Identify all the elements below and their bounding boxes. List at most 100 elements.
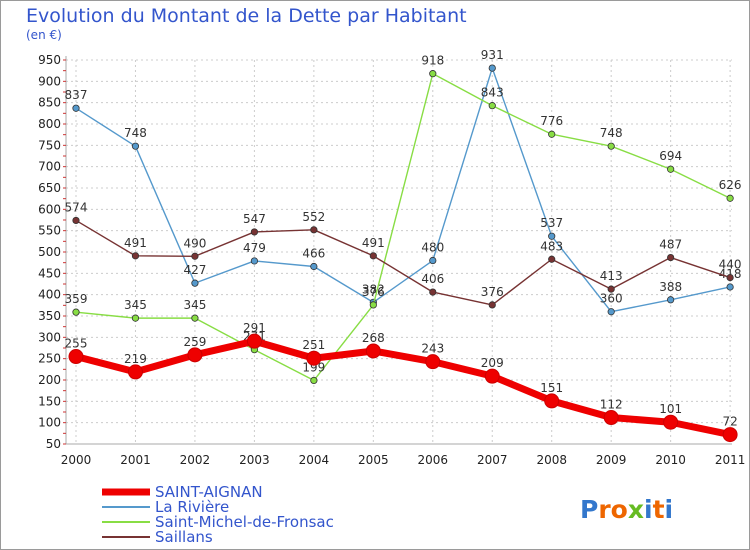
data-label: 388 (659, 280, 682, 294)
x-tick-label: 2007 (477, 453, 508, 467)
data-label: 918 (421, 54, 444, 68)
data-label: 72 (722, 415, 737, 429)
data-label: 268 (362, 331, 385, 345)
data-label: 382 (362, 282, 385, 296)
y-tick-label: 900 (38, 74, 61, 88)
data-label: 748 (600, 126, 623, 140)
data-label: 487 (659, 238, 682, 252)
data-point (726, 194, 734, 202)
series-line (75, 67, 731, 313)
data-label: 694 (659, 149, 682, 163)
data-point (667, 165, 675, 173)
data-point (191, 279, 199, 287)
y-tick-label: 250 (38, 352, 61, 366)
data-point (607, 142, 615, 150)
data-label: 466 (302, 247, 325, 261)
x-tick-label: 2011 (715, 453, 746, 467)
data-label: 345 (124, 298, 147, 312)
legend-label: La Rivière (155, 498, 229, 516)
data-label: 776 (540, 114, 563, 128)
data-label: 291 (243, 321, 266, 335)
data-label: 101 (659, 402, 682, 416)
data-label: 537 (540, 216, 563, 230)
data-point (310, 376, 318, 385)
x-tick-label: 2002 (180, 453, 211, 467)
data-point (369, 301, 377, 309)
y-tick-label: 150 (38, 394, 61, 408)
data-point (548, 130, 556, 138)
data-label: 491 (362, 236, 385, 250)
data-point (131, 252, 140, 260)
data-point (544, 393, 560, 409)
legend-label: Saint-Michel-de-Fronsac (155, 513, 334, 531)
y-tick-label: 700 (38, 160, 61, 174)
y-tick-label: 650 (38, 181, 61, 195)
data-point (191, 314, 199, 322)
data-label: 552 (302, 210, 325, 224)
data-point (667, 296, 675, 304)
x-tick-label: 2008 (536, 453, 567, 467)
data-point (488, 301, 496, 309)
series-line (75, 219, 731, 306)
data-point (726, 273, 734, 282)
y-tick-label: 350 (38, 309, 61, 323)
data-point (667, 253, 675, 262)
legend-label: Saillans (155, 528, 213, 546)
y-tick-label: 800 (38, 117, 61, 131)
data-point (607, 285, 615, 293)
y-tick-label: 850 (38, 96, 61, 110)
data-point (72, 216, 80, 225)
data-label: 251 (302, 338, 325, 352)
data-point (488, 102, 496, 110)
data-label: 219 (124, 352, 147, 366)
data-point (548, 255, 556, 263)
x-tick-label: 2006 (418, 453, 449, 467)
data-label: 547 (243, 212, 266, 226)
data-label: 626 (719, 178, 742, 192)
data-label: 359 (65, 292, 88, 306)
data-point (131, 314, 140, 322)
y-tick-label: 450 (38, 266, 61, 280)
data-point (488, 64, 496, 72)
data-label: 837 (65, 88, 88, 102)
data-point (484, 368, 500, 384)
data-label: 376 (481, 285, 504, 299)
data-label: 479 (243, 241, 266, 255)
series-line (75, 337, 731, 439)
chart-title: Evolution du Montant de la Dette par Hab… (26, 5, 467, 27)
data-label: 843 (481, 86, 504, 100)
data-point (191, 252, 199, 260)
x-tick-label: 2010 (655, 453, 686, 467)
data-label: 255 (65, 337, 88, 351)
y-tick-label: 300 (38, 330, 61, 344)
data-point (310, 226, 318, 234)
data-label: 151 (540, 381, 563, 395)
y-tick-label: 950 (38, 53, 61, 67)
legend-label: SAINT-AIGNAN (155, 483, 263, 501)
data-label: 259 (183, 335, 206, 349)
y-tick-label: 500 (38, 245, 61, 259)
data-point (68, 349, 84, 365)
data-point (429, 288, 437, 296)
data-label: 931 (481, 48, 504, 62)
y-tick-label: 400 (38, 288, 61, 302)
data-label: 376 (362, 285, 385, 299)
data-label: 406 (421, 272, 444, 286)
data-point (250, 228, 258, 236)
y-tick-label: 200 (38, 373, 61, 387)
data-point (722, 427, 738, 443)
data-label: 112 (600, 398, 623, 412)
data-point (726, 283, 734, 291)
data-label: 413 (600, 269, 623, 283)
data-label: 243 (421, 342, 444, 356)
data-point (310, 262, 318, 271)
data-label: 491 (124, 236, 147, 250)
x-tick-label: 2009 (596, 453, 627, 467)
data-point (131, 142, 140, 150)
data-label: 199 (302, 360, 325, 374)
data-point (603, 410, 619, 426)
data-label: 345 (183, 298, 206, 312)
y-tick-label: 600 (38, 202, 61, 216)
